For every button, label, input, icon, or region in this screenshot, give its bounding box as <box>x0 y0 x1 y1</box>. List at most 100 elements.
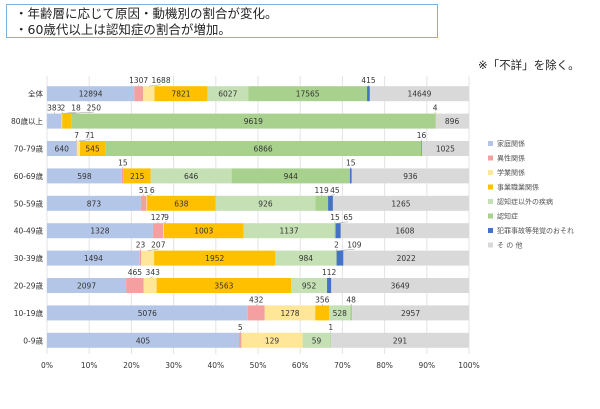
bar-segment <box>154 250 276 266</box>
data-label: 9 <box>164 213 169 222</box>
legend-label: 事業職業関係 <box>497 183 539 192</box>
bar-segment <box>350 305 353 321</box>
data-label: 528 <box>333 309 348 318</box>
category-label: 40-49歳 <box>14 226 44 236</box>
data-label: 1 <box>328 323 333 332</box>
data-label: 984 <box>299 254 314 263</box>
bar-segment <box>239 332 242 348</box>
data-label: 465 <box>128 268 143 277</box>
data-label: 3649 <box>391 282 410 291</box>
bar-segment <box>47 278 127 293</box>
x-tick-label: 50% <box>250 361 267 370</box>
data-label: 51 <box>139 186 149 195</box>
data-label: 1137 <box>280 227 299 236</box>
bar-segment <box>328 195 333 211</box>
data-label: 16 <box>417 131 427 140</box>
data-label: 415 <box>361 76 376 85</box>
legend-swatch <box>488 170 493 175</box>
data-label: 405 <box>136 336 151 345</box>
data-label: 7821 <box>171 90 190 99</box>
data-label: 1328 <box>90 227 109 236</box>
x-tick-label: 80% <box>376 361 393 370</box>
label-leader <box>339 248 355 251</box>
data-label: 873 <box>87 199 102 208</box>
note-line-1: ・年齢層に応じて原因・動機別の割合が変化。 <box>15 6 278 21</box>
bar-segment <box>336 250 344 266</box>
data-label: 250 <box>87 104 102 113</box>
bar-segment <box>327 278 332 293</box>
data-label: 4 <box>433 104 438 113</box>
category-label: 30-39歳 <box>14 253 44 263</box>
data-label: 1307 <box>129 76 148 85</box>
bar-segment <box>147 195 216 211</box>
legend-swatch <box>488 199 493 204</box>
data-label: 129 <box>265 336 280 345</box>
label-leader <box>150 276 153 279</box>
category-label: 70-79歳 <box>14 144 44 154</box>
bar-segment <box>80 141 106 156</box>
data-label: 15 <box>118 158 128 167</box>
legend-swatch <box>488 184 493 190</box>
bar-segment <box>207 86 249 102</box>
legend-label: 認知症以外の疾病 <box>497 197 553 206</box>
x-tick-label: 60% <box>292 361 309 370</box>
bar-segment <box>331 332 469 348</box>
category-label: 全体 <box>28 89 43 99</box>
bar-segment <box>352 305 469 321</box>
data-label: 2022 <box>397 254 416 263</box>
bar-segment <box>334 223 336 239</box>
bar-segment <box>139 250 142 266</box>
bar-segment <box>332 195 469 211</box>
data-label: 59 <box>312 336 322 345</box>
x-tick-label: 40% <box>207 361 224 370</box>
legend-label: 異性関係 <box>497 154 525 163</box>
data-label: 2 <box>60 104 65 113</box>
label-leader <box>148 84 162 87</box>
data-label: 45 <box>330 186 340 195</box>
category-labels: 全体 80歳以上 70-79歳 60-69歳 50-59歳 40-49歳 30-39歳 20-… <box>11 89 44 346</box>
data-label: 207 <box>151 241 166 250</box>
data-label: 12894 <box>79 90 103 99</box>
bar-segment <box>349 168 352 184</box>
bar-segment <box>330 332 332 348</box>
bar-segment <box>421 141 422 156</box>
bar-segment <box>47 305 248 321</box>
label-leader <box>146 194 153 197</box>
bar-segment <box>163 223 164 239</box>
bar-segment <box>146 195 148 211</box>
data-label: 2957 <box>401 309 420 318</box>
x-tick-label: 90% <box>418 361 435 370</box>
data-label: 291 <box>393 336 408 345</box>
bar-segment <box>123 168 151 184</box>
data-label: 18 <box>71 104 81 113</box>
bar-segment <box>275 250 337 266</box>
data-label: 545 <box>85 145 100 154</box>
bar-segment <box>47 250 140 266</box>
data-label: 5 <box>238 323 243 332</box>
bar-segment <box>264 305 316 321</box>
legend-swatch <box>488 242 493 248</box>
notes-box: ・年齢層に応じて原因・動機別の割合が変化。 ・60歳代以上は認知症の割合が増加。 <box>6 4 438 38</box>
data-label: 1025 <box>436 145 455 154</box>
bar-segment <box>248 86 368 102</box>
data-label: 952 <box>302 282 317 291</box>
bar-segment <box>243 223 335 239</box>
bar-segment <box>315 305 330 321</box>
data-label: 926 <box>258 199 273 208</box>
legend-label: 認知症 <box>497 212 518 221</box>
bar-segment <box>302 332 331 348</box>
data-label: 119 <box>315 186 330 195</box>
x-tick-labels: 0% 10% 20% 30% 40% 50% 60% 70% 80% 90% 100% <box>41 361 480 370</box>
data-label: 215 <box>130 172 145 181</box>
data-label: 9619 <box>244 117 263 126</box>
bar-segment <box>47 332 240 348</box>
legend-label: そ の 他 <box>497 241 522 250</box>
data-label: 2 <box>334 241 339 250</box>
bar-segment <box>367 86 370 102</box>
bar-segment <box>150 168 232 184</box>
bar-segment <box>315 195 329 211</box>
data-label: 112 <box>322 268 337 277</box>
label-leader <box>147 248 159 251</box>
data-label: 6 <box>150 186 155 195</box>
